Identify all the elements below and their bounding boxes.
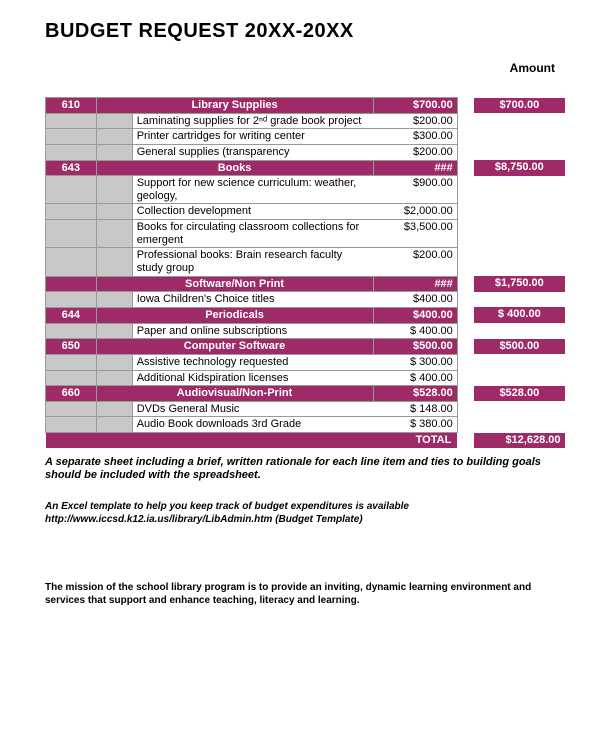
grand-total-row: TOTAL$12,628.00 xyxy=(46,433,565,448)
line-item: Paper and online subscriptions$ 400.00 xyxy=(46,323,565,339)
section-header: Software/Non Print###$1,750.00 xyxy=(46,276,565,292)
line-item: Iowa Children's Choice titles$400.00 xyxy=(46,292,565,308)
section-header: 644Periodicals$400.00$ 400.00 xyxy=(46,307,565,323)
section-header: 660Audiovisual/Non-Print$528.00$528.00 xyxy=(46,386,565,402)
line-item: Books for circulating classroom collecti… xyxy=(46,220,565,248)
line-item: Laminating supplies for 2ⁿᵈ grade book p… xyxy=(46,113,565,129)
page-title: BUDGET REQUEST 20XX-20XX xyxy=(45,20,565,43)
line-item: Additional Kidspiration licenses$ 400.00 xyxy=(46,370,565,386)
amount-column-label: Amount xyxy=(45,61,565,75)
section-header: 610Library Supplies$700.00$700.00 xyxy=(46,98,565,114)
line-item: Support for new science curriculum: weat… xyxy=(46,176,565,204)
line-item: Professional books: Brain research facul… xyxy=(46,248,565,276)
section-header: 650Computer Software$500.00$500.00 xyxy=(46,339,565,355)
line-item: General supplies (transparency$200.00 xyxy=(46,144,565,160)
template-note: An Excel template to help you keep track… xyxy=(45,501,565,526)
section-header: 643Books###$8,750.00 xyxy=(46,160,565,176)
line-item: Audio Book downloads 3rd Grade$ 380.00 xyxy=(46,417,565,433)
mission-statement: The mission of the school library progra… xyxy=(45,581,565,607)
line-item: Printer cartridges for writing center$30… xyxy=(46,129,565,145)
rationale-note: A separate sheet including a brief, writ… xyxy=(45,456,565,484)
budget-table: 610Library Supplies$700.00$700.00Laminat… xyxy=(45,97,565,448)
line-item: Collection development$2,000.00 xyxy=(46,204,565,220)
line-item: Assistive technology requested$ 300.00 xyxy=(46,354,565,370)
line-item: DVDs General Music$ 148.00 xyxy=(46,401,565,417)
